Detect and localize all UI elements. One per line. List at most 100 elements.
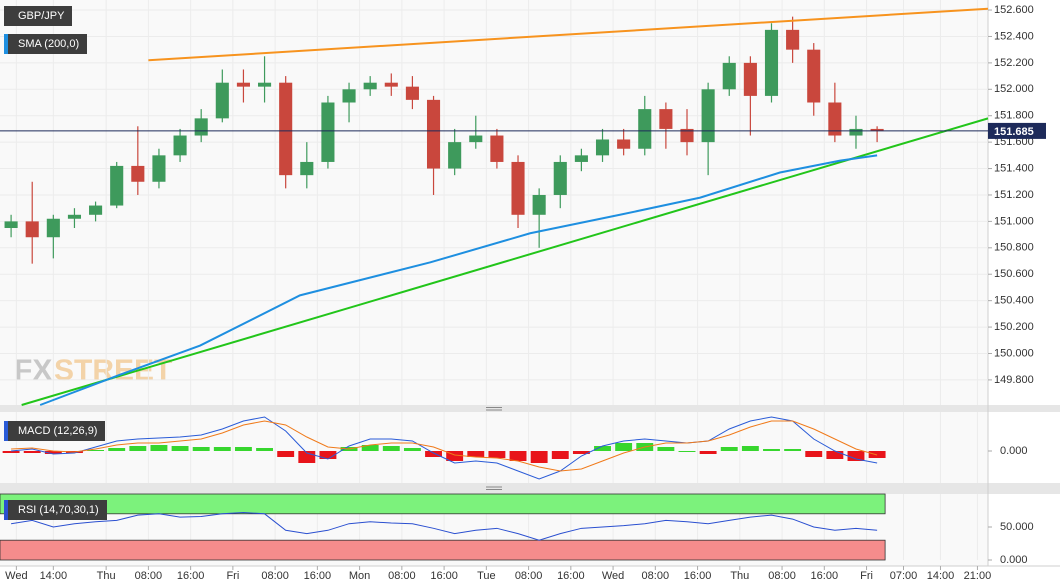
x-tick-label: 07:00	[890, 570, 918, 582]
macd-histogram-bar	[784, 449, 802, 451]
macd-histogram-bar	[467, 451, 485, 457]
y-tick-label: 152.200	[994, 57, 1034, 69]
last-price-label: 151.685	[994, 126, 1034, 138]
macd-histogram-bar	[382, 446, 400, 451]
rsi-band	[0, 493, 886, 515]
x-tick-label: 08:00	[261, 570, 289, 582]
macd-histogram-bar	[594, 446, 611, 451]
macd-histogram-bar	[44, 451, 62, 454]
candle-body	[680, 128, 694, 143]
candle-body	[532, 194, 546, 215]
x-tick-label: 16:00	[557, 570, 585, 582]
candle-body	[152, 155, 166, 182]
macd-histogram-bar	[699, 451, 717, 454]
trendline	[21, 117, 989, 406]
y-tick-label: 151.400	[994, 162, 1034, 174]
candle-body	[215, 82, 229, 119]
candle-body	[553, 161, 567, 195]
x-tick-label: 08:00	[642, 570, 670, 582]
y-tick-label: 151.000	[994, 215, 1034, 227]
macd-histogram-bar	[488, 451, 506, 458]
macd-histogram-bar	[741, 446, 759, 451]
candle-body	[448, 142, 462, 169]
candle-body	[490, 135, 504, 162]
y-tick-label: 151.600	[994, 136, 1034, 148]
macd-histogram-bar	[509, 451, 527, 461]
macd-line	[11, 420, 878, 472]
macd-histogram-bar	[319, 451, 337, 459]
macd-histogram-bar	[425, 451, 442, 457]
y-tick-label: 151.200	[994, 189, 1034, 201]
y-tick-label: 50.000	[1000, 521, 1034, 533]
candle-body	[173, 135, 187, 156]
candle-body	[131, 165, 145, 182]
candle-body	[870, 128, 884, 131]
x-tick-label: 16:00	[430, 570, 458, 582]
macd-histogram-bar	[108, 448, 126, 451]
macd-histogram-bar	[277, 451, 295, 457]
candle-body	[363, 82, 377, 90]
x-tick-label: Fri	[860, 570, 873, 582]
main-panel	[0, 0, 988, 405]
macd-histogram-bar	[192, 447, 210, 451]
panel-divider[interactable]	[0, 405, 1060, 412]
candle-body	[638, 109, 652, 149]
rsi-band	[0, 539, 886, 561]
x-tick-label: 14:00	[927, 570, 955, 582]
macd-histogram-bar	[150, 445, 168, 451]
indicator-label[interactable]: MACD (12,26,9)	[4, 421, 106, 441]
indicator-label[interactable]: SMA (200,0)	[4, 34, 88, 54]
candle-body	[405, 86, 419, 100]
macd-histogram-bar	[2, 451, 20, 453]
trendline	[148, 7, 989, 62]
candle-body	[807, 49, 821, 103]
x-tick-label: Tue	[477, 570, 496, 582]
y-tick-label: 150.600	[994, 268, 1034, 280]
y-tick-label: 150.800	[994, 242, 1034, 254]
y-tick-label: 152.600	[994, 4, 1034, 16]
y-tick-label: 151.800	[994, 110, 1034, 122]
x-tick-label: 16:00	[684, 570, 712, 582]
sma-line	[39, 154, 878, 406]
macd-histogram-bar	[720, 447, 738, 451]
x-tick-label: Fri	[226, 570, 239, 582]
candle-body	[46, 218, 60, 238]
candle-body	[194, 118, 208, 136]
last-price-box	[988, 122, 1046, 139]
candle-body	[617, 139, 631, 149]
x-tick-label: 21:00	[964, 570, 992, 582]
candle-body	[574, 155, 588, 162]
candle-body	[300, 161, 314, 176]
x-tick-label: 14:00	[40, 570, 68, 582]
candle-body	[701, 89, 715, 143]
candle-body	[469, 135, 483, 143]
candle-body	[110, 165, 124, 206]
candle-body	[426, 99, 441, 169]
divider-handle	[486, 407, 502, 490]
macd-histogram-bar	[446, 451, 464, 461]
x-tick-label: 08:00	[515, 570, 543, 582]
panel-divider[interactable]	[0, 483, 1060, 494]
indicator-label[interactable]: RSI (14,70,30,1)	[4, 500, 107, 520]
candle-body	[25, 221, 39, 238]
macd-line	[11, 416, 878, 480]
macd-histogram-bar	[23, 451, 41, 453]
y-tick-label: 150.000	[994, 347, 1034, 359]
x-tick-label: Thu	[97, 570, 116, 582]
candle-body	[89, 205, 103, 215]
candle-body	[4, 221, 18, 228]
candle-body	[722, 62, 736, 90]
candle-body	[321, 102, 335, 162]
macd-histogram-bar	[213, 447, 231, 451]
macd-histogram-bar	[171, 446, 189, 451]
macd-histogram-bar	[805, 451, 823, 457]
candle-body	[828, 102, 842, 136]
macd-histogram-bar	[129, 446, 147, 451]
rsi-line	[11, 511, 878, 541]
macd-histogram-bar	[530, 451, 548, 463]
symbol-label[interactable]: GBP/JPY	[4, 6, 73, 26]
macd-histogram-bar	[847, 451, 865, 461]
candle-body	[849, 128, 863, 136]
